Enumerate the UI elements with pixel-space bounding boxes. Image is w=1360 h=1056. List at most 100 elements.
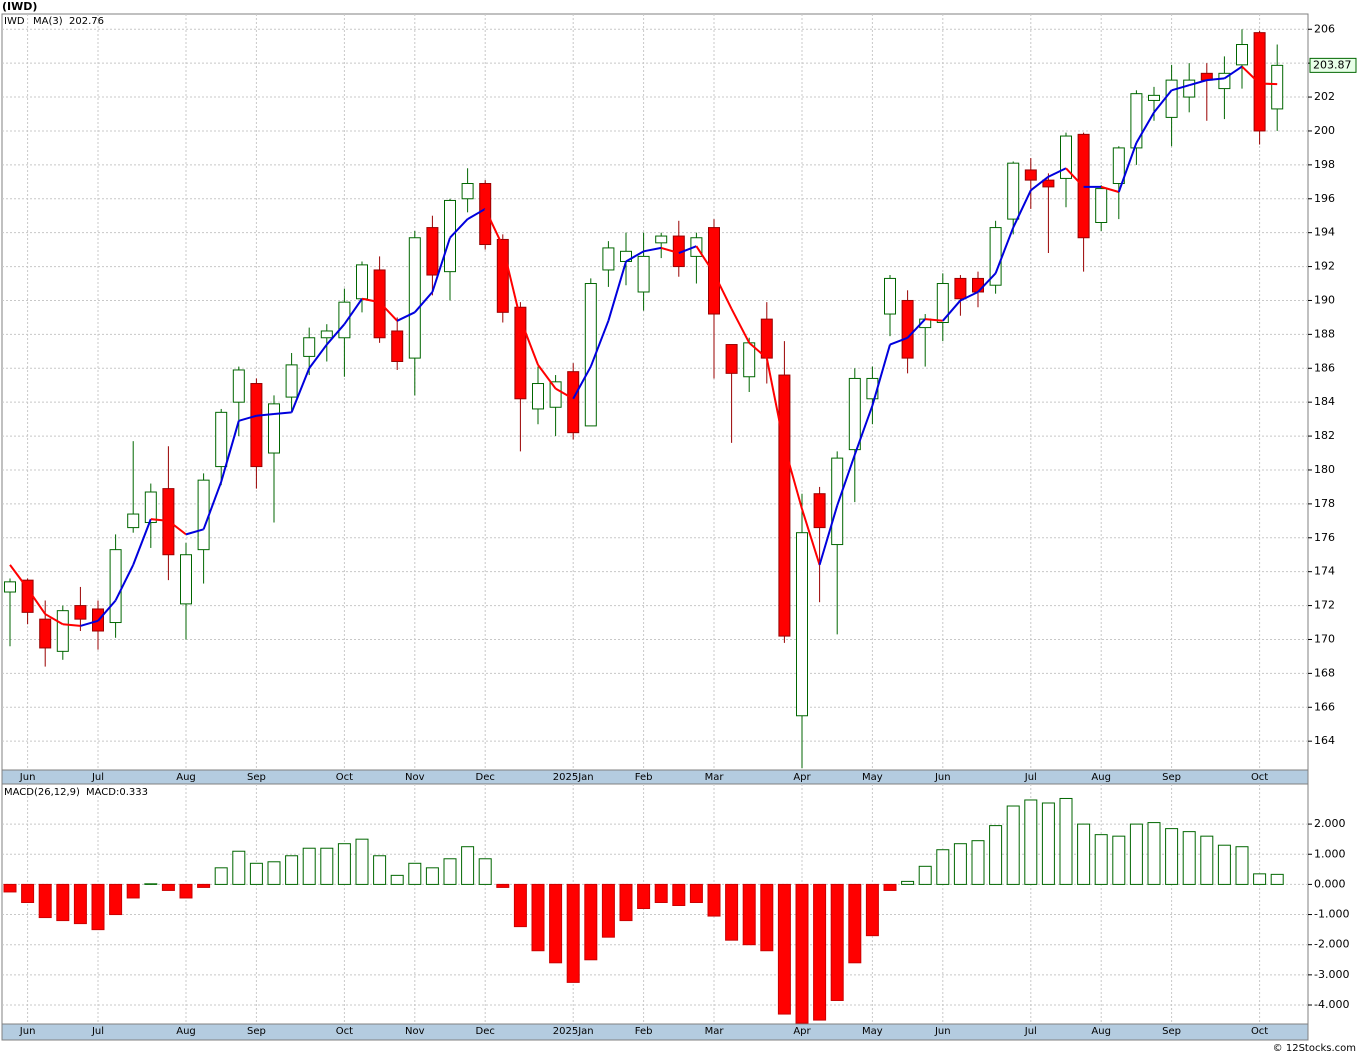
legend-ma-value: 202.76 [69,16,104,27]
x-tick-label: 2025Jan [553,772,594,783]
macd-bar [161,883,175,891]
candle-body [708,227,720,315]
ma-segment [537,364,557,390]
x-tick-label: Jul [1024,1026,1037,1037]
x-tick-label: Feb [635,772,653,783]
candle-body [338,301,351,339]
ma-segment [202,481,223,530]
candle-body [1007,162,1020,220]
candle-body [936,283,949,324]
candle-body [1253,32,1266,132]
candle-body [356,264,368,300]
ma-segment [484,208,504,247]
y-tick-label: -1.000 [1314,908,1349,921]
ma-segment [501,245,522,320]
macd-bar [689,883,703,903]
ma-segment [1030,175,1050,192]
macd-bar [1235,846,1249,885]
y-tick-label: 186 [1314,361,1335,374]
ma-segment [290,367,311,413]
legend-macd: MACD(26,12,9) [4,787,80,798]
ma-segment [150,518,169,522]
ma-segment [431,237,451,293]
candle-body [901,299,914,359]
plot-area [1,13,1309,771]
ma-segment [871,344,891,406]
candle-body [1165,79,1178,118]
macd-bar [1147,822,1161,885]
y-tick-label: 164 [1314,734,1335,747]
candle-body [232,369,245,403]
ma-segment [730,308,751,344]
macd-bar [390,874,404,885]
candle-body [1218,72,1231,90]
ma-segment [589,320,610,367]
y-tick-label: -4.000 [1314,998,1349,1011]
x-tick-label: Aug [176,772,196,783]
macd-bar [144,883,158,885]
candle-body [514,306,527,400]
candle-body [461,183,474,200]
ma-segment [308,343,328,369]
macd-bar [830,883,844,1001]
ma-segment [836,454,856,506]
x-tick-label: Oct [336,772,353,783]
y-tick-label: 170 [1314,632,1335,645]
macd-bar [21,883,35,903]
x-tick-label: Nov [405,1026,425,1037]
macd-bar [848,883,862,964]
ma-segment [273,411,292,416]
candle-body [549,381,562,408]
x-tick-label: Jun [934,1026,951,1037]
y-tick-label: 166 [1314,700,1335,713]
candle-body [1236,44,1248,66]
y-tick-label: 168 [1314,666,1335,679]
y-tick-label: 182 [1314,429,1335,442]
macd-bar [1129,823,1143,885]
legend-ma: MA(3) [33,16,63,27]
ma-segment [519,318,539,366]
macd-bar [654,883,668,903]
ma-segment [361,297,380,304]
ma-segment [1117,142,1138,193]
ma-segment [572,366,592,400]
macd-bar [320,847,334,885]
ma-segment [220,420,240,483]
candle-body [954,277,967,300]
candle-body [725,344,738,374]
ma-segment [660,246,680,254]
y-tick-label: 200 [1314,124,1335,137]
macd-bar [936,849,950,885]
macd-bar [197,883,211,888]
x-tick-label: Feb [635,1026,653,1037]
macd-bar [3,883,17,893]
x-tick-label: Jun [934,772,951,783]
macd-bar [267,861,281,885]
ma-segment [396,311,416,322]
x-tick-label: Nov [405,772,425,783]
ma-segment [114,564,135,601]
macd-bar [865,883,879,937]
macd-bar [56,883,70,922]
candle-body [1130,93,1143,149]
candle-body [532,383,544,410]
y-tick-label: 0.000 [1314,877,1346,890]
ma-segment [97,599,117,622]
macd-bar [725,883,739,941]
macd-bar [232,850,246,885]
candle-body [1024,169,1037,181]
x-tick-label: 2025Jan [553,1026,594,1037]
candle-body [444,199,456,273]
candle-body [796,532,808,717]
candle-body [602,247,615,271]
candle-body [479,183,492,246]
x-tick-label: Jul [1024,772,1037,783]
y-tick-label: 178 [1314,497,1335,510]
candle-body [778,374,791,637]
ma-segment [994,227,1015,274]
macd-bar [355,838,369,885]
candle-body [831,457,844,546]
candle-body [285,364,298,398]
macd-bar [73,883,87,925]
macd-bar [214,867,228,885]
